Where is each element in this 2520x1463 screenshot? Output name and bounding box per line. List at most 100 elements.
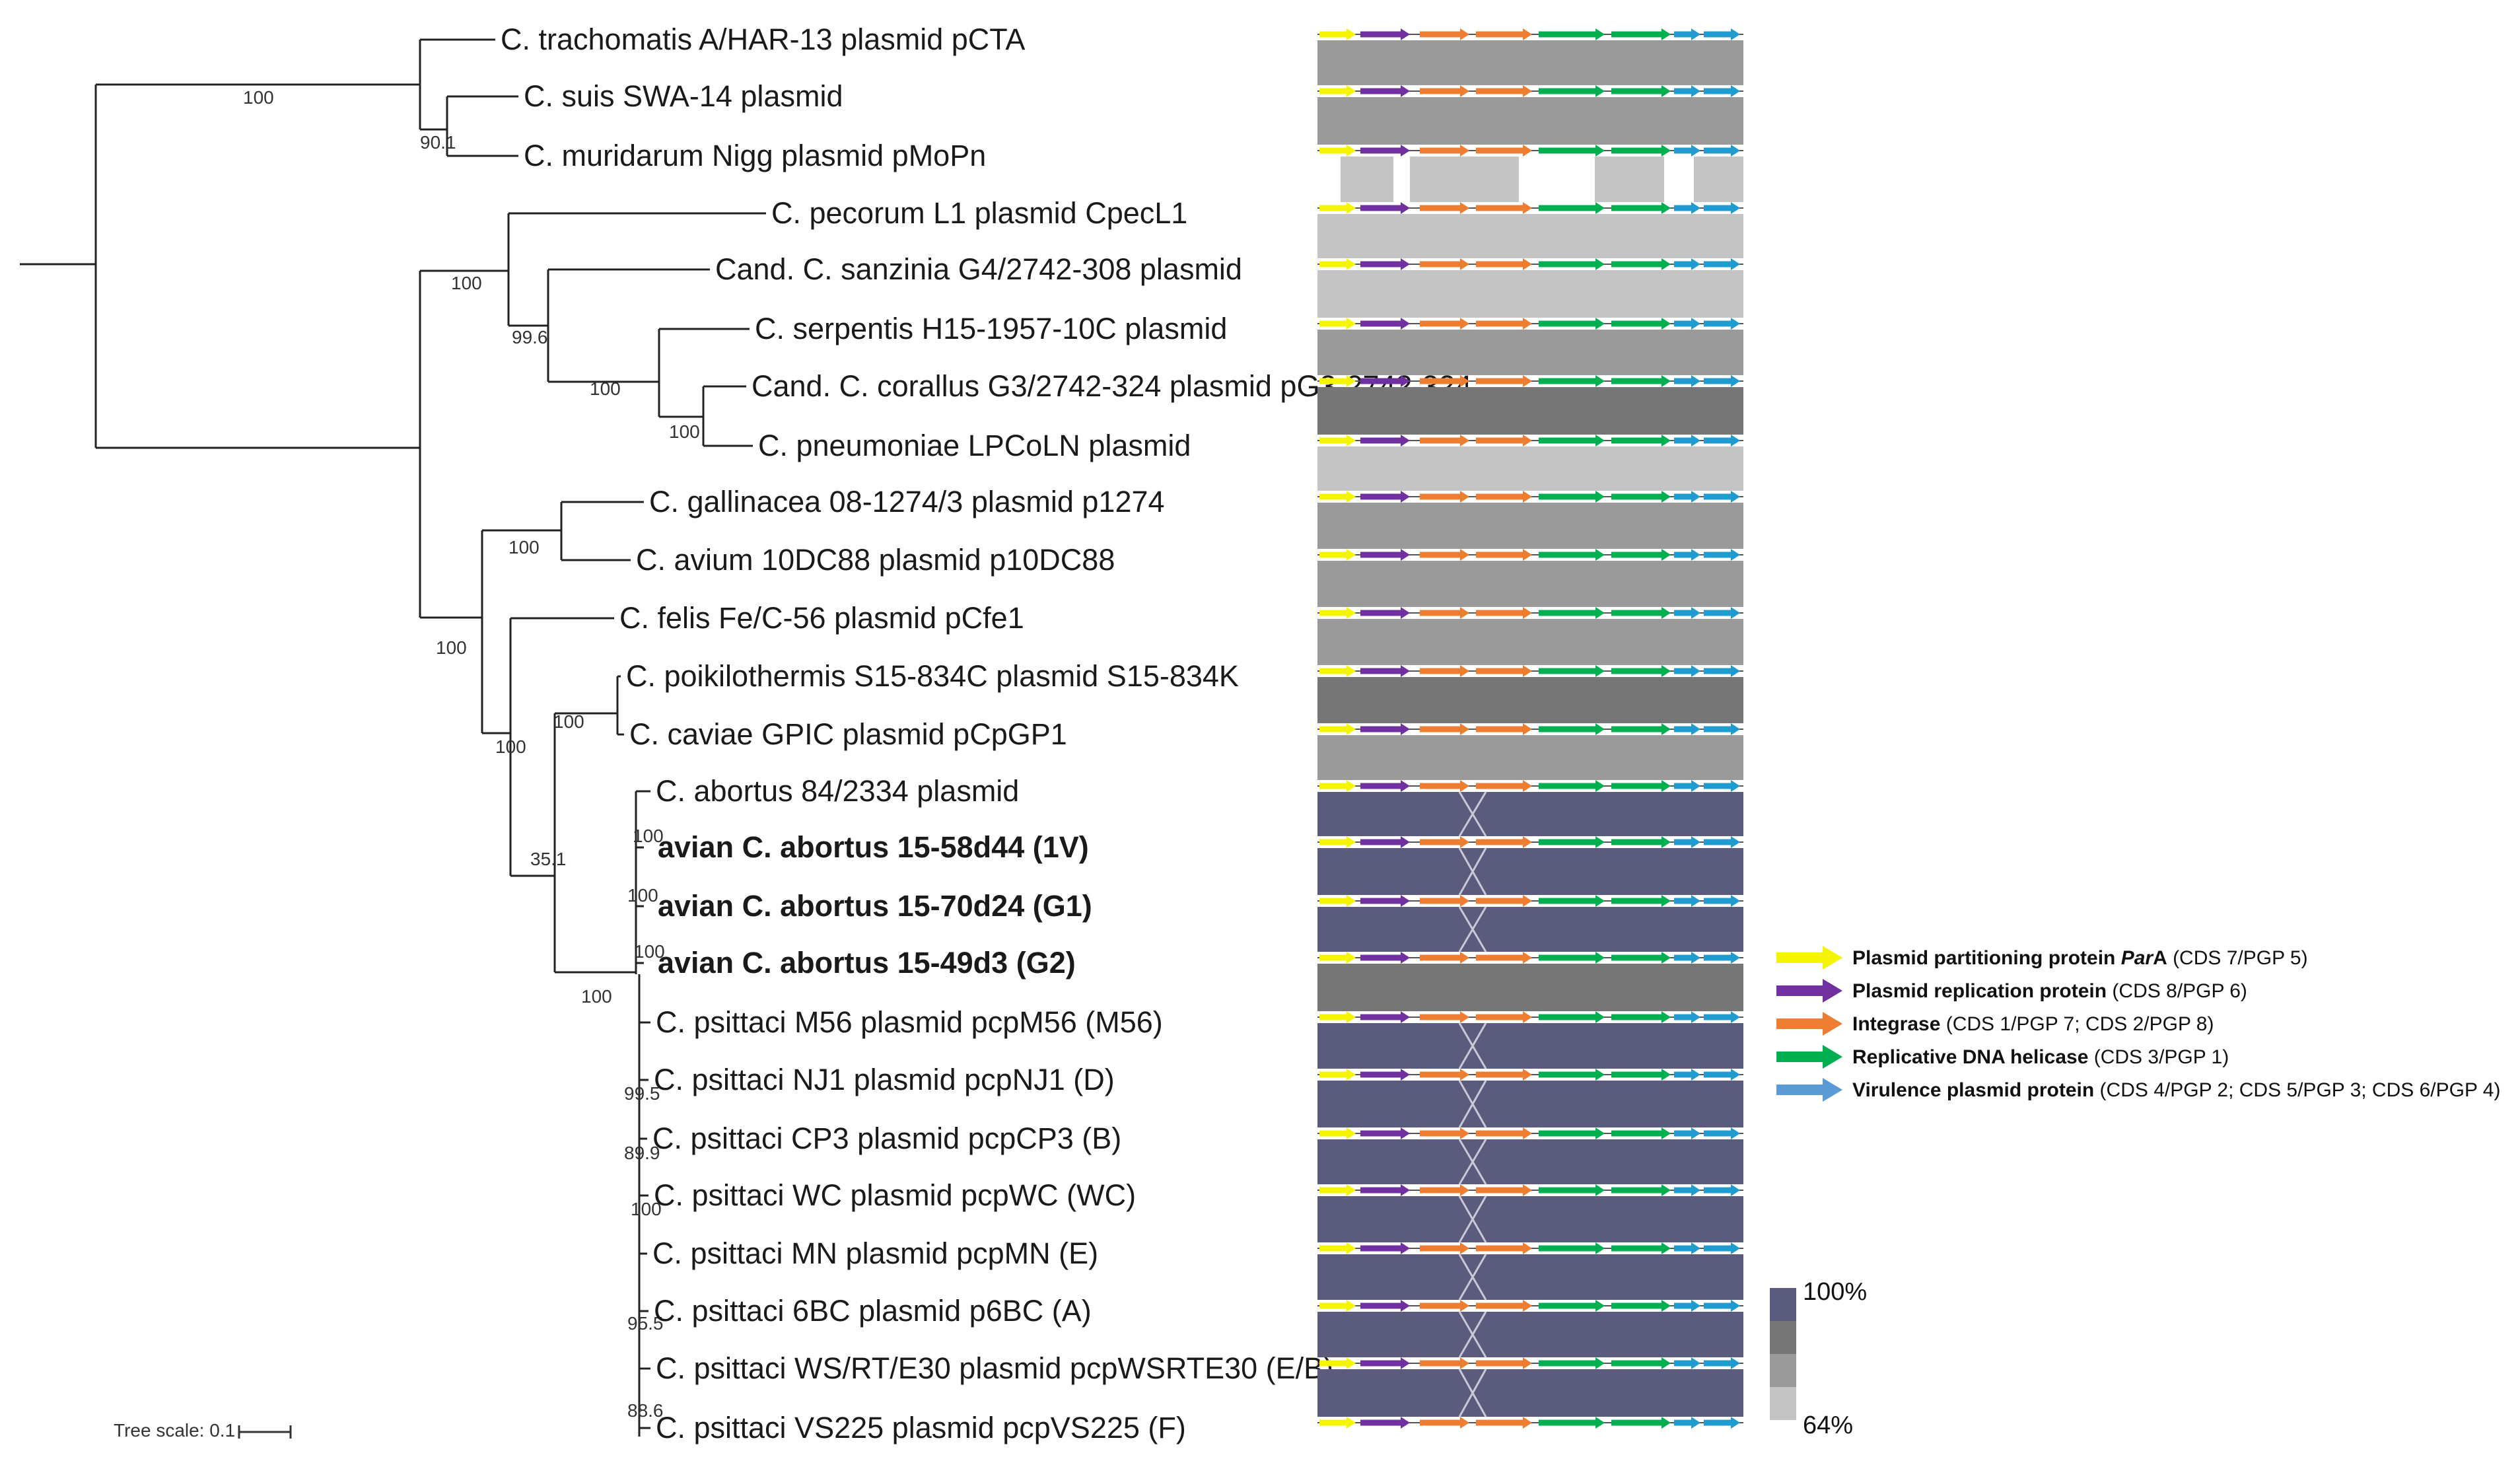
gene-arrow	[1611, 895, 1671, 907]
tip-label-t6: C. serpentis H15-1957-10C plasmid	[755, 312, 1227, 345]
synteny-block	[1410, 157, 1519, 202]
gene-arrow	[1420, 780, 1469, 792]
gene-arrow	[1319, 1300, 1356, 1312]
gene-arrow	[1319, 1417, 1356, 1429]
tree-scale: Tree scale: 0.1	[114, 1420, 292, 1441]
bootstrap-label: 100	[631, 1199, 662, 1219]
gene-arrow	[1420, 1011, 1469, 1023]
gene-legend: Plasmid partitioning protein ParA (CDS 7…	[1776, 946, 2500, 1102]
gene-arrow	[1674, 1069, 1700, 1081]
gene-arrow	[1360, 952, 1410, 964]
gene-arrow	[1420, 1357, 1469, 1369]
gene-arrow	[1420, 85, 1469, 97]
gene-arrow	[1476, 258, 1532, 270]
gene-arrow	[1704, 258, 1740, 270]
gene-arrow	[1319, 836, 1356, 848]
synteny-band	[1317, 97, 1743, 145]
gene-arrow	[1319, 780, 1356, 792]
inversion-lines	[1458, 1080, 1487, 1128]
gene-arrow	[1539, 1242, 1605, 1254]
gene-arrow	[1420, 491, 1469, 503]
gene-arrow	[1539, 895, 1605, 907]
gene-arrow	[1539, 607, 1605, 619]
inversion-lines	[1458, 906, 1487, 952]
gene-arrow	[1674, 375, 1700, 387]
gene-arrow	[1420, 28, 1469, 40]
gene-arrow	[1704, 491, 1740, 503]
gene-arrow	[1319, 952, 1356, 964]
gene-arrow	[1360, 85, 1410, 97]
gene-arrow	[1476, 723, 1532, 735]
plasmid-track	[1317, 85, 1743, 97]
synteny-band	[1317, 792, 1743, 836]
gene-arrow	[1704, 952, 1740, 964]
gene-arrow	[1319, 1242, 1356, 1254]
inversion-lines	[1458, 1195, 1487, 1243]
plasmid-track	[1317, 836, 1743, 848]
tip-label-t21: C. psittaci WC plasmid pcpWC (WC)	[654, 1178, 1136, 1212]
gene-arrow	[1674, 491, 1700, 503]
synteny-block	[1694, 157, 1743, 202]
bootstrap-label: 35.1	[530, 849, 567, 869]
gene-arrow	[1476, 1357, 1532, 1369]
gene-arrow	[1360, 202, 1410, 214]
gene-arrow	[1611, 1300, 1671, 1312]
gene-arrow	[1539, 1011, 1605, 1023]
synteny-band	[1317, 387, 1743, 435]
bootstrap-label: 100	[451, 273, 482, 293]
plasmid-track	[1317, 549, 1743, 561]
gene-arrow	[1539, 1184, 1605, 1196]
inversion-lines	[1458, 1369, 1487, 1417]
gene-arrow	[1360, 1127, 1410, 1139]
tip-label-t17: avian C. abortus 15-49d3 (G2)	[658, 946, 1076, 980]
legend-swatch-arrow	[1776, 946, 1842, 970]
synteny-alignment	[1317, 28, 1743, 1429]
inversion-lines	[1458, 1139, 1487, 1185]
gene-arrow	[1611, 549, 1671, 561]
gene-arrow	[1360, 318, 1410, 330]
gene-arrow	[1674, 145, 1700, 157]
plasmid-track	[1317, 780, 1743, 792]
plasmid-track	[1317, 145, 1743, 157]
gene-arrow	[1420, 318, 1469, 330]
gene-arrow	[1420, 1127, 1469, 1139]
gene-arrow	[1674, 202, 1700, 214]
gene-arrow	[1539, 145, 1605, 157]
gene-arrow	[1611, 491, 1671, 503]
gene-arrow	[1704, 1417, 1740, 1429]
gene-arrow	[1476, 1011, 1532, 1023]
gene-arrow	[1704, 607, 1740, 619]
synteny-band	[1317, 1312, 1743, 1357]
gene-arrow	[1476, 1184, 1532, 1196]
tip-labels: C. trachomatis A/HAR-13 plasmid pCTA C. s…	[501, 22, 1472, 1445]
synteny-band	[1317, 1139, 1743, 1184]
gene-arrow	[1611, 435, 1671, 446]
tip-label-t14: C. abortus 84/2334 plasmid	[656, 774, 1019, 808]
gene-arrow	[1539, 202, 1605, 214]
gene-arrow	[1420, 607, 1469, 619]
gene-arrow	[1360, 723, 1410, 735]
synteny-band	[1317, 964, 1743, 1011]
gene-arrow	[1674, 549, 1700, 561]
gene-arrow	[1674, 836, 1700, 848]
gene-arrow	[1704, 836, 1740, 848]
gene-arrow	[1539, 1069, 1605, 1081]
synteny-band	[1317, 330, 1743, 375]
gene-arrow	[1704, 1011, 1740, 1023]
gene-arrow	[1319, 28, 1356, 40]
tip-label-t9: C. gallinacea 08-1274/3 plasmid p1274	[649, 485, 1165, 518]
synteny-block	[1341, 157, 1393, 202]
gene-arrow	[1611, 607, 1671, 619]
bootstrap-label: 100	[633, 826, 664, 846]
plasmid-track	[1317, 1417, 1743, 1429]
synteny-band	[1317, 40, 1743, 85]
tip-label-t4: C. pecorum L1 plasmid CpecL1	[771, 196, 1187, 230]
plasmid-track	[1317, 1184, 1743, 1196]
gene-arrow	[1539, 85, 1605, 97]
gene-arrow	[1539, 723, 1605, 735]
gene-arrow	[1360, 836, 1410, 848]
gene-arrow	[1539, 28, 1605, 40]
gene-arrow	[1319, 1069, 1356, 1081]
tip-label-t22: C. psittaci MN plasmid pcpMN (E)	[652, 1236, 1098, 1270]
gene-arrow	[1611, 202, 1671, 214]
